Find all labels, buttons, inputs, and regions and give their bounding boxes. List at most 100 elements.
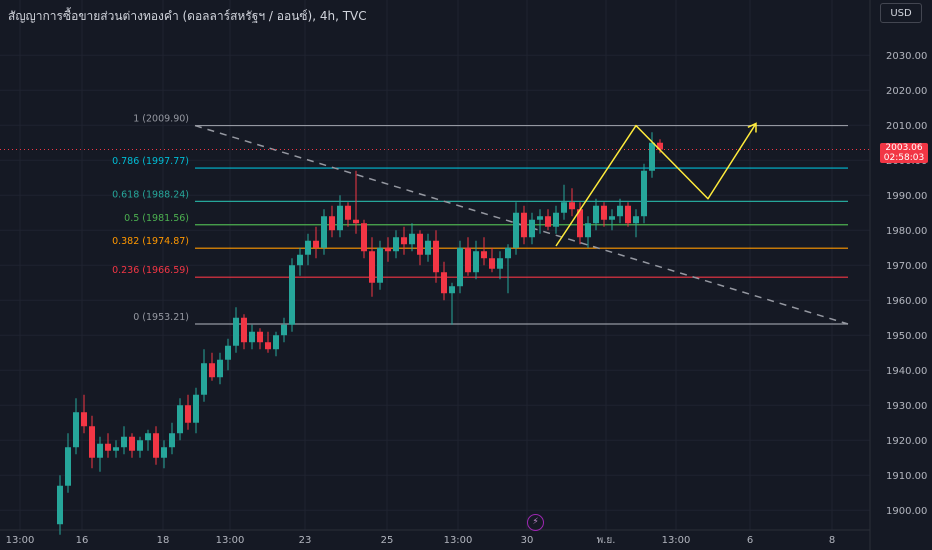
candle-body [321,216,327,248]
candle-body [657,142,663,150]
candle-body [529,219,535,238]
candle-body [465,247,471,273]
price-axis-label: 1960.00 [886,296,927,307]
candle-body [473,251,479,273]
price-axis-label: 1940.00 [886,366,927,377]
fib-level-label: 0.786 (1997.77) [112,156,189,167]
candle-body [169,433,175,448]
candle-body [337,205,343,231]
time-axis-label: 13:00 [216,535,245,546]
time-axis-label: 13:00 [444,535,473,546]
candle-body [449,286,455,294]
candle-body [505,247,511,259]
candle-body [265,342,271,350]
candle-body [193,394,199,423]
candle-body [89,426,95,458]
price-axis-label: 1920.00 [886,436,927,447]
candle-body [393,237,399,252]
candle-body [361,223,367,252]
candle-body [313,240,319,248]
candle-body [553,212,559,227]
candle-body [113,447,119,451]
projection-arrowhead [747,122,757,133]
candle-body [249,331,255,343]
candle-body [537,216,543,220]
candle-body [369,251,375,283]
price-axis-label: 1910.00 [886,471,927,482]
candle-body [441,272,447,294]
candle-body [73,412,79,448]
candle-body [481,251,487,259]
candle-body [241,317,247,343]
lightning-icon[interactable]: ⚡ [527,514,544,531]
candle-body [217,359,223,378]
price-axis-label: 1990.00 [886,191,927,202]
candle-body [401,237,407,245]
candle-body [97,443,103,458]
candle-body [457,247,463,287]
candle-body [545,216,551,227]
fib-level-label: 0.5 (1981.56) [124,213,189,224]
candle-body [489,258,495,269]
time-axis-label: พ.ย. [597,535,616,546]
candle-body [385,247,391,252]
candle-body [177,405,183,434]
price-axis-label: 1980.00 [886,226,927,237]
fib-level-label: 0.618 (1988.24) [112,189,189,200]
candle-body [281,324,287,336]
price-axis-label: 2010.00 [886,121,927,132]
candle-body [257,331,263,343]
candle-body [433,240,439,273]
candle-body [289,265,295,325]
candle-body [81,412,87,427]
time-axis-label: 23 [299,535,312,546]
candle-body [633,216,639,224]
candle-body [65,447,71,486]
fib-level-label: 0.382 (1974.87) [112,236,189,247]
chart-title: สัญญาการซื้อขายส่วนต่างทองคำ (ดอลลาร์สหร… [8,9,367,23]
candle-body [121,436,127,448]
time-axis-label: 18 [157,535,170,546]
time-axis-label: 25 [381,535,394,546]
time-axis-label: 16 [76,535,89,546]
candle-body [521,212,527,238]
candle-body [329,216,335,231]
candle-body [129,436,135,451]
candle-body [353,219,359,224]
candle-body [617,205,623,217]
price-axis-label: 2020.00 [886,86,927,97]
candle-body [601,205,607,220]
time-axis-label: 30 [521,535,534,546]
fib-level-label: 0 (1953.21) [133,312,189,323]
projection-path [555,123,757,247]
candle-body [625,205,631,224]
candle-body [297,254,303,266]
candle-body [497,258,503,269]
price-axis-label: 2030.00 [886,51,927,62]
fib-level-label: 1 (2009.90) [133,114,189,125]
candle-body [377,247,383,283]
candle-body [641,170,647,217]
candle-body [425,240,431,255]
candle-body [345,205,351,220]
fib-level-label: 0.236 (1966.59) [112,265,189,276]
candle-body [209,363,215,378]
currency-button[interactable]: USD [880,3,922,23]
candle-body [105,443,111,451]
price-axis-label: 1970.00 [886,261,927,272]
candle-body [161,447,167,458]
candle-body [561,202,567,213]
candle-body [585,223,591,238]
candle-body [225,345,231,360]
candle-body [201,363,207,395]
candle-body [185,405,191,423]
candle-body [569,202,575,210]
candle-body [649,142,655,171]
time-axis-label: 13:00 [6,535,35,546]
candle-body [233,317,239,346]
price-axis-label: 1900.00 [886,506,927,517]
time-axis-label: 13:00 [662,535,691,546]
last-price-label: 2003.06 02:58:03 [880,143,928,163]
candle-body [145,433,151,441]
